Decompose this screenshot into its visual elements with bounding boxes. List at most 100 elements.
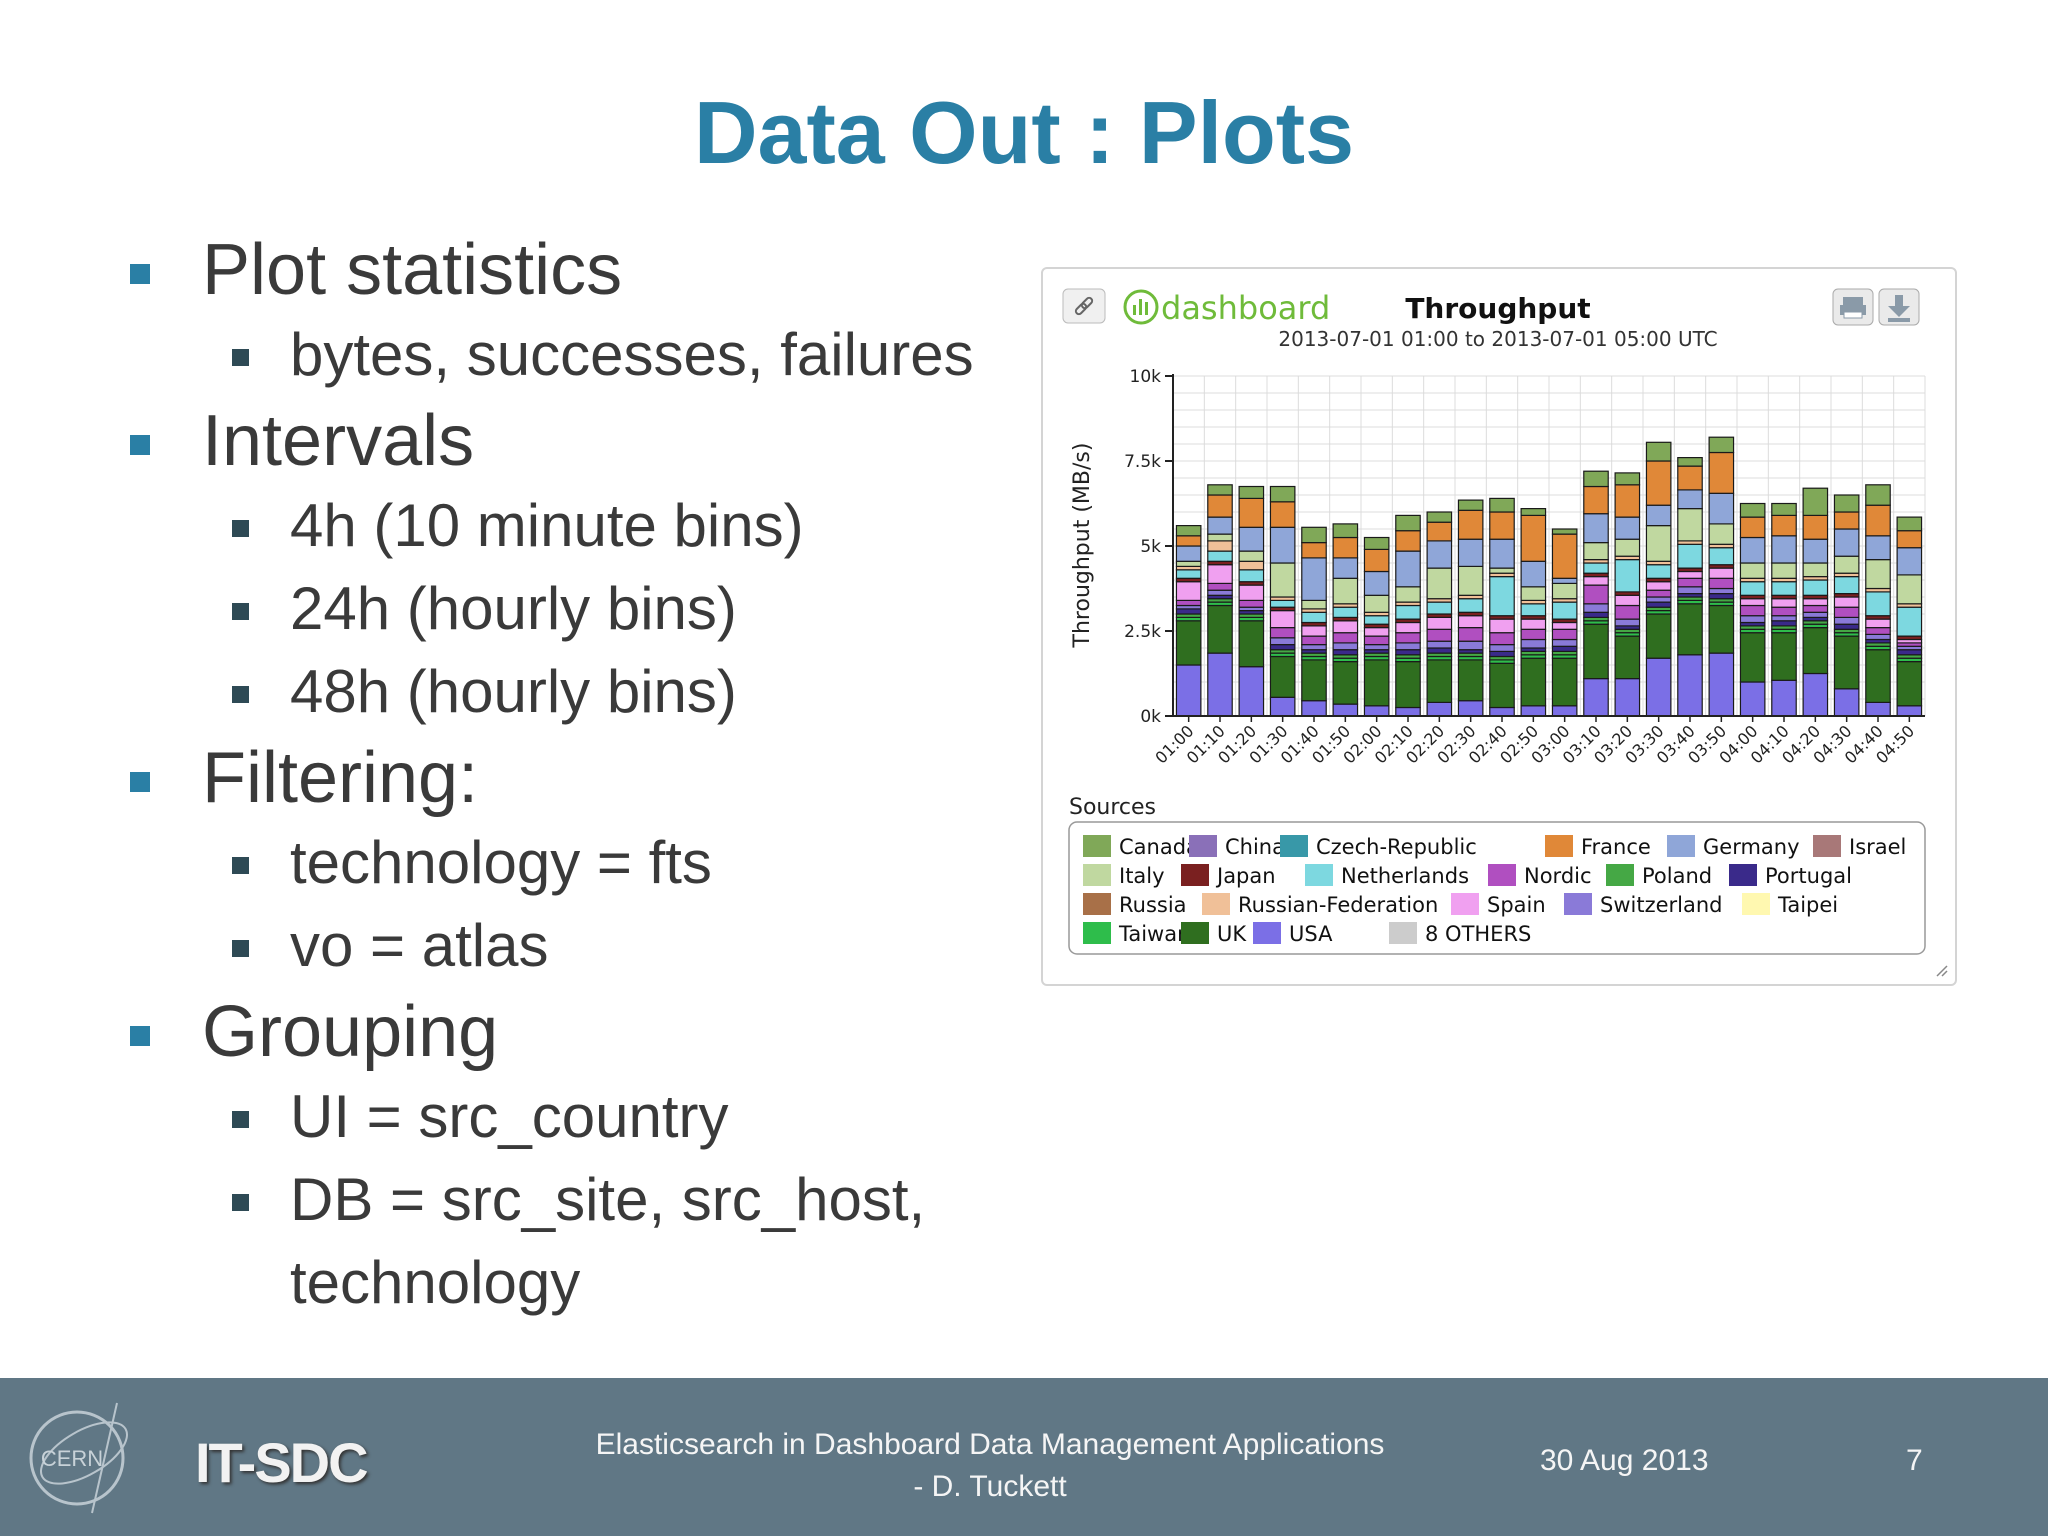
bar-segment-spain xyxy=(1332,620,1359,634)
bar-segment-spain xyxy=(1238,584,1265,602)
bar-segment-spain xyxy=(1363,627,1390,637)
bar-segment-france xyxy=(1645,460,1672,506)
legend-swatch-nordic xyxy=(1488,864,1516,886)
group-name: IT-SDC xyxy=(195,1431,369,1494)
bar-segment-canada xyxy=(1395,514,1421,532)
legend-swatch-china xyxy=(1189,835,1217,857)
bar-segment-switzerland xyxy=(1301,644,1327,651)
bar-segment-usa xyxy=(1520,705,1547,717)
bar-segment-uk xyxy=(1677,603,1703,656)
bar-segment-germany xyxy=(1395,550,1421,588)
bar-segment-usa xyxy=(1395,706,1421,717)
bar-segment-nordic xyxy=(1175,599,1202,607)
bullet-grouping: Grouping xyxy=(120,989,1080,1075)
legend-label-france: France xyxy=(1581,835,1651,859)
bar-segment-netherlands xyxy=(1865,591,1891,617)
bar-segment-usa xyxy=(1708,652,1735,717)
subbullet-marker xyxy=(232,686,249,703)
chart-bars xyxy=(1175,436,1923,717)
bar-segment-uk xyxy=(1363,659,1390,707)
bar-segment-italy xyxy=(1896,574,1923,605)
bar-segment-usa xyxy=(1207,652,1233,717)
bar-segment-canada xyxy=(1175,525,1202,537)
subbullet-text: technology = fts xyxy=(290,829,712,896)
bar-segment-germany xyxy=(1739,536,1766,564)
bar-segment-switzerland xyxy=(1802,611,1829,618)
link-button-bg[interactable] xyxy=(1062,288,1106,324)
bullet-marker xyxy=(130,1026,150,1046)
legend-label-portugal: Portugal xyxy=(1765,864,1852,888)
subbullet-text: UI = src_country xyxy=(290,1083,729,1150)
bullet-marker xyxy=(130,264,150,284)
subbullet-text: DB = src_site, src_host, technology xyxy=(290,1166,926,1316)
subbullet-marker xyxy=(232,349,249,366)
bar-segment-nordic xyxy=(1551,628,1578,641)
bar-segment-germany xyxy=(1583,513,1609,544)
bar-segment-spain xyxy=(1645,581,1672,591)
bar-segment-usa xyxy=(1332,703,1359,717)
bar-segment-usa xyxy=(1363,705,1390,717)
bar-segment-germany xyxy=(1520,560,1547,588)
bar-segment-nordic xyxy=(1269,627,1296,639)
legend-swatch-uk xyxy=(1181,922,1209,944)
bar-segment-netherlands xyxy=(1457,598,1484,613)
bullet-intervals: Intervals xyxy=(120,398,1080,484)
bar-segment-spain xyxy=(1802,598,1829,607)
bar-segment-switzerland xyxy=(1426,640,1453,649)
legend-swatch-taipei xyxy=(1742,893,1770,915)
bar-segment-germany xyxy=(1896,547,1923,576)
bar-segment-portugal xyxy=(1489,650,1515,658)
bar-segment-italy xyxy=(1363,594,1390,613)
bar-segment-usa xyxy=(1833,688,1860,717)
bar-segment-canada xyxy=(1457,499,1484,511)
bar-segment-portugal xyxy=(1175,608,1202,615)
bar-segment-uk xyxy=(1207,604,1233,654)
bar-segment-nordic xyxy=(1395,632,1421,644)
legend-label-taipei: Taipei xyxy=(1777,893,1838,917)
bar-segment-france xyxy=(1457,509,1484,540)
subbullet-marker xyxy=(232,520,249,537)
bar-segment-nordic xyxy=(1583,584,1609,605)
bar-segment-usa xyxy=(1175,664,1202,717)
bar-segment-germany xyxy=(1207,516,1233,535)
subbullet-marker xyxy=(232,603,249,620)
bar-segment-france xyxy=(1520,514,1547,562)
bar-segment-uk xyxy=(1489,662,1515,709)
bar-segment-italy xyxy=(1614,538,1641,557)
bar-segment-netherlands xyxy=(1583,562,1609,574)
bar-segment-italy xyxy=(1395,586,1421,603)
legend-swatch-israel xyxy=(1813,835,1841,857)
link-button[interactable] xyxy=(1062,288,1106,324)
bar-segment-canada xyxy=(1489,497,1515,513)
bar-segment-portugal xyxy=(1645,601,1672,608)
print-button[interactable] xyxy=(1832,288,1874,326)
chart-title: Throughput xyxy=(1405,292,1590,325)
resize-handle[interactable] xyxy=(1936,965,1948,977)
bar-segment-uk xyxy=(1238,620,1265,668)
bullet-text: Grouping xyxy=(202,992,499,1072)
bar-segment-usa xyxy=(1583,678,1609,717)
bar-segment-germany xyxy=(1489,538,1515,569)
bar-segment-switzerland xyxy=(1332,642,1359,651)
legend-swatch-russian-federation xyxy=(1202,893,1230,915)
bar-segment-netherlands xyxy=(1833,576,1860,595)
bar-segment-netherlands xyxy=(1896,606,1923,637)
bar-segment-italy xyxy=(1865,559,1891,590)
y-tick-label: 7.5k xyxy=(1124,452,1161,472)
bar-segment-canada xyxy=(1520,508,1547,517)
legend-label-italy: Italy xyxy=(1119,864,1165,888)
bar-segment-italy xyxy=(1332,577,1359,605)
legend-swatch-russia xyxy=(1083,893,1111,915)
bar-segment-spain xyxy=(1489,618,1515,634)
legend-swatch-switzerland xyxy=(1564,893,1592,915)
bar-segment-switzerland xyxy=(1269,637,1296,646)
bar-segment-netherlands xyxy=(1645,564,1672,579)
subbullet-marker xyxy=(232,940,249,957)
slide-title: Data Out : Plots xyxy=(693,83,1355,182)
bar-segment-portugal xyxy=(1395,649,1421,656)
download-button[interactable] xyxy=(1878,288,1920,326)
bullet-filtering: Filtering: xyxy=(120,735,1080,821)
bar-segment-germany xyxy=(1551,577,1578,584)
bar-segment-nordic xyxy=(1614,604,1641,620)
footer-date: 30 Aug 2013 xyxy=(1540,1444,1709,1477)
